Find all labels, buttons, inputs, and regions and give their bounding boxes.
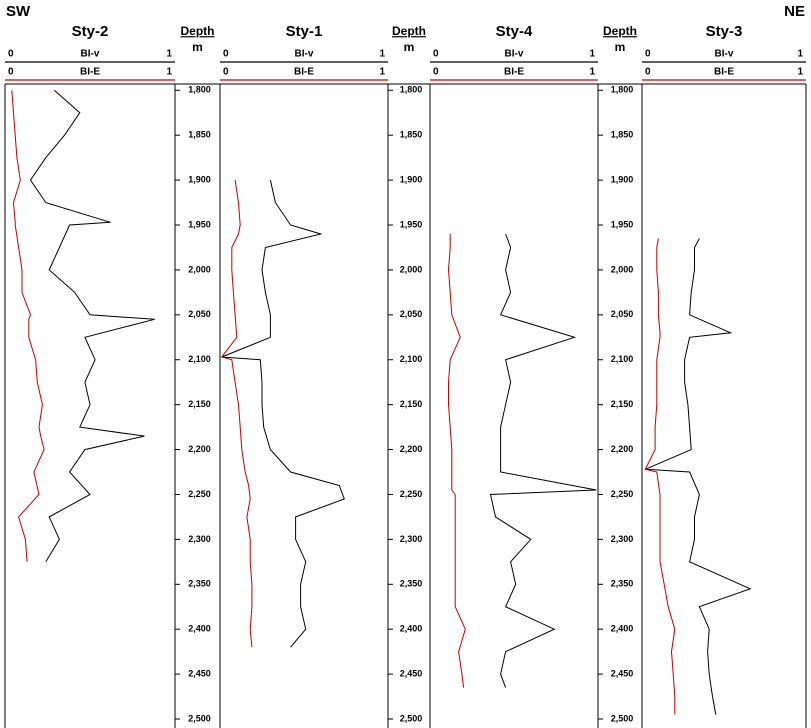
log-curve bbox=[645, 238, 752, 715]
depth-label: 2,500 bbox=[188, 713, 211, 723]
depth-label: 2,000 bbox=[400, 264, 423, 274]
depth-label: 2,250 bbox=[611, 489, 634, 499]
depth-label: 2,300 bbox=[611, 534, 634, 544]
log-curve bbox=[447, 234, 466, 688]
curve-name: BI-E bbox=[294, 67, 314, 78]
depth-unit: m bbox=[615, 40, 626, 54]
scale-max: 1 bbox=[589, 49, 595, 60]
depth-label: 2,150 bbox=[611, 399, 634, 409]
depth-title: Depth bbox=[181, 24, 215, 38]
right-label: NE bbox=[784, 3, 805, 20]
well-title: Sty-2 bbox=[72, 23, 109, 40]
depth-label: 2,350 bbox=[611, 579, 634, 589]
depth-label: 2,150 bbox=[188, 399, 211, 409]
depth-label: 2,000 bbox=[611, 264, 634, 274]
depth-label: 2,050 bbox=[188, 309, 211, 319]
depth-label: 2,450 bbox=[188, 668, 211, 678]
curve-name: BI-v bbox=[81, 49, 100, 60]
scale-min: 0 bbox=[433, 49, 439, 60]
depth-label: 1,950 bbox=[611, 219, 634, 229]
depth-label: 2,100 bbox=[400, 354, 423, 364]
depth-label: 2,200 bbox=[188, 444, 211, 454]
depth-label: 2,400 bbox=[188, 624, 211, 634]
scale-max: 1 bbox=[166, 67, 172, 78]
depth-label: 1,850 bbox=[611, 130, 634, 140]
log-curve bbox=[11, 90, 45, 562]
depth-label: 2,250 bbox=[400, 489, 423, 499]
depth-label: 2,450 bbox=[611, 668, 634, 678]
depth-title: Depth bbox=[603, 24, 637, 38]
curve-name: BI-E bbox=[504, 67, 524, 78]
scale-max: 1 bbox=[379, 67, 385, 78]
depth-label: 1,950 bbox=[188, 219, 211, 229]
scale-min: 0 bbox=[223, 67, 229, 78]
depth-label: 2,350 bbox=[188, 579, 211, 589]
depth-label: 2,400 bbox=[400, 624, 423, 634]
depth-label: 2,200 bbox=[611, 444, 634, 454]
curve-name: BI-v bbox=[295, 49, 314, 60]
depth-label: 1,850 bbox=[400, 130, 423, 140]
scale-min: 0 bbox=[223, 49, 229, 60]
scale-max: 1 bbox=[589, 67, 595, 78]
curve-name: BI-E bbox=[80, 67, 100, 78]
scale-min: 0 bbox=[645, 49, 651, 60]
depth-label: 1,800 bbox=[188, 85, 211, 95]
depth-unit: m bbox=[404, 40, 415, 54]
depth-unit: m bbox=[192, 40, 203, 54]
log-curve bbox=[644, 238, 676, 715]
scale-max: 1 bbox=[797, 49, 803, 60]
depth-label: 2,100 bbox=[611, 354, 634, 364]
depth-label: 2,350 bbox=[400, 579, 423, 589]
depth-label: 2,500 bbox=[611, 713, 634, 723]
scale-min: 0 bbox=[8, 49, 14, 60]
depth-label: 2,500 bbox=[400, 713, 423, 723]
depth-label: 1,900 bbox=[400, 174, 423, 184]
scale-max: 1 bbox=[379, 49, 385, 60]
depth-label: 2,400 bbox=[611, 624, 634, 634]
depth-label: 1,950 bbox=[400, 219, 423, 229]
scale-max: 1 bbox=[797, 67, 803, 78]
well-title: Sty-4 bbox=[496, 23, 533, 40]
depth-label: 2,100 bbox=[188, 354, 211, 364]
depth-label: 1,900 bbox=[611, 174, 634, 184]
depth-title: Depth bbox=[392, 24, 426, 38]
log-curve bbox=[29, 89, 155, 563]
depth-label: 2,050 bbox=[400, 309, 423, 319]
well-title: Sty-1 bbox=[286, 23, 323, 40]
depth-label: 2,300 bbox=[400, 534, 423, 544]
depth-label: 1,800 bbox=[400, 85, 423, 95]
depth-label: 2,200 bbox=[400, 444, 423, 454]
curve-name: BI-v bbox=[505, 49, 524, 60]
depth-label: 2,000 bbox=[188, 264, 211, 274]
scale-min: 0 bbox=[8, 67, 14, 78]
log-curve bbox=[489, 233, 597, 688]
depth-label: 2,050 bbox=[611, 309, 634, 319]
depth-label: 2,150 bbox=[400, 399, 423, 409]
depth-label: 2,300 bbox=[188, 534, 211, 544]
scale-min: 0 bbox=[433, 67, 439, 78]
log-curve bbox=[221, 179, 345, 648]
depth-label: 2,450 bbox=[400, 668, 423, 678]
scale-min: 0 bbox=[645, 67, 651, 78]
left-label: SW bbox=[6, 3, 31, 20]
log-curve bbox=[220, 180, 253, 648]
depth-label: 1,900 bbox=[188, 174, 211, 184]
depth-label: 2,250 bbox=[188, 489, 211, 499]
scale-max: 1 bbox=[166, 49, 172, 60]
depth-label: 1,800 bbox=[611, 85, 634, 95]
depth-label: 1,850 bbox=[188, 130, 211, 140]
curve-name: BI-v bbox=[715, 49, 734, 60]
curve-name: BI-E bbox=[714, 67, 734, 78]
well-title: Sty-3 bbox=[706, 23, 743, 40]
